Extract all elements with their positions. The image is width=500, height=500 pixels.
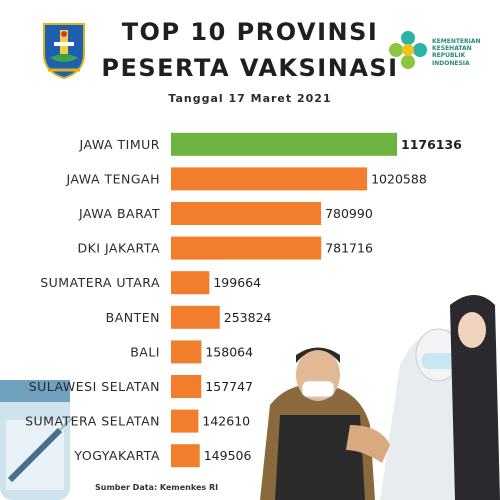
category-label: YOGYAKARTA [73,448,160,463]
category-label: SUMATERA SELATAN [25,414,160,429]
chart-title-line-2: PESERTA VAKSINASI [101,54,399,82]
value-label: 253824 [224,310,272,325]
bar [171,444,200,468]
value-label: 1020588 [371,171,427,186]
value-label: 158064 [205,344,253,359]
bar [171,340,202,364]
source-note: Sumber Data: Kemenkes RI [95,483,219,492]
bar [171,236,322,260]
value-label: 780990 [325,206,373,221]
category-label: JAWA TENGAH [65,171,160,186]
value-label: 149506 [204,448,252,463]
bar [171,167,368,191]
category-label: DKI JAKARTA [77,241,160,256]
value-label: 157747 [205,379,253,394]
category-label: JAWA TIMUR [79,137,160,152]
category-label: SUMATERA UTARA [40,275,160,290]
kemenkes-logo-icon [389,31,427,69]
vaccination-photo [260,295,500,500]
east-java-crest-logo [43,23,85,80]
value-label: 199664 [213,275,261,290]
category-label: JAWA BARAT [78,206,160,221]
value-label: 142610 [202,414,250,429]
bar [171,305,220,329]
bar [171,409,199,433]
bar [171,271,210,295]
value-label: 781716 [325,241,373,256]
kemenkes-logo-text: KEMENTERIAN KESEHATAN REPUBLIK INDONESIA [432,38,481,67]
category-label: SULAWESI SELATAN [29,379,160,394]
bar [171,202,322,225]
chart-title-line-1: TOP 10 PROVINSI [121,18,379,46]
bar [171,375,202,398]
value-label: 1176136 [401,137,462,152]
chart-subtitle-date: Tanggal 17 Maret 2021 [168,92,332,105]
bar [171,132,397,156]
vaccine-vial-illustration [0,380,73,500]
category-label: BALI [130,344,160,359]
category-label: BANTEN [106,310,160,325]
bars-group: JAWA TIMUR 1176136 JAWA TENGAH 1020588 JAWA … [25,132,462,468]
